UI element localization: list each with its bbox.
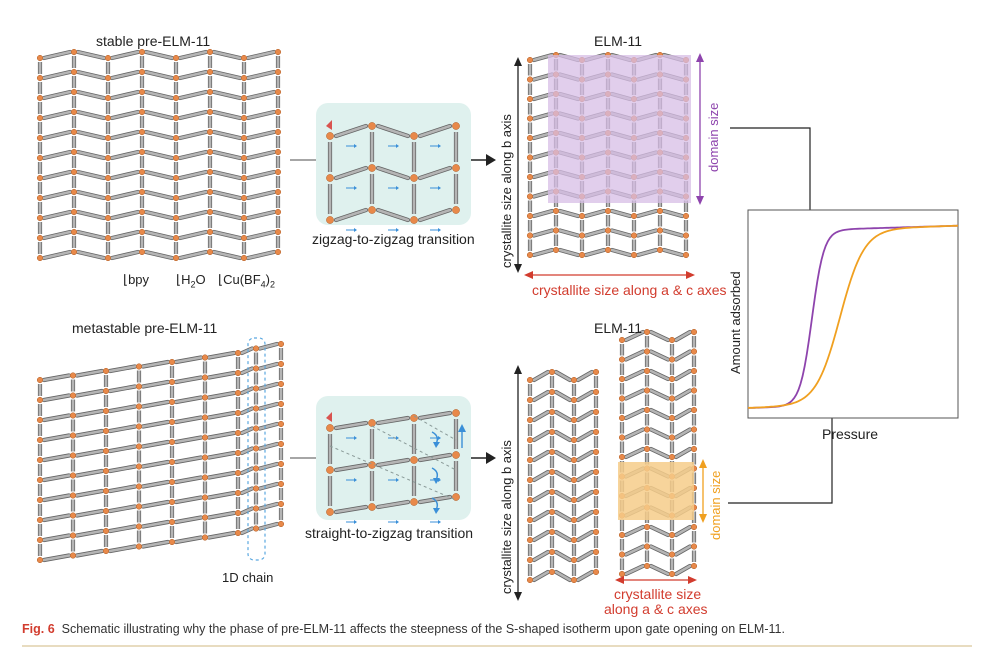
isotherm-xlabel: Pressure — [822, 426, 879, 442]
arrow-right-icon — [486, 452, 496, 464]
arrow-right-icon — [486, 154, 496, 166]
metastable-lattice — [36, 340, 285, 564]
metastable-title: metastable pre-ELM-11 — [72, 320, 218, 336]
stable-lattice — [36, 48, 282, 262]
isotherm-curve-orange — [747, 224, 959, 409]
b-axis-label-top: crystallite size along b axis — [499, 114, 514, 268]
caption-rule — [22, 645, 972, 647]
1d-chain-outline — [247, 337, 266, 561]
elm11-bottom-lattice — [526, 328, 698, 584]
transition-box-top — [316, 103, 471, 225]
transition-label-top: zigzag-to-zigzag transition — [312, 231, 475, 247]
ac-axis-label-bottom-2: along a & c axes — [604, 601, 708, 617]
1d-chain-label: 1D chain — [222, 570, 274, 585]
zigzag-transition-schematic — [326, 120, 460, 232]
water-label: ⌊H2O — [176, 272, 206, 290]
domain-size-label-top: domain size — [706, 103, 721, 172]
domain-size-label-bottom: domain size — [708, 471, 723, 540]
ac-axis-label-top: crystallite size along a & c axes — [532, 282, 727, 298]
isotherm-ylabel: Amount adsorbed — [728, 271, 743, 374]
domain-highlight-top — [548, 55, 691, 203]
elm11-top-title: ELM-11 — [594, 33, 642, 49]
bpy-label: ⌊bpy — [123, 272, 150, 287]
straight-transition-schematic — [326, 409, 466, 524]
copper-salt-label: ⌊Cu(BF4)2 — [218, 272, 276, 290]
b-axis-label-bottom: crystallite size along b axis — [499, 440, 514, 594]
domain-highlight-bottom — [618, 462, 694, 520]
elm11-bottom-title: ELM-11 — [594, 320, 642, 336]
stable-title: stable pre-ELM-11 — [96, 33, 211, 49]
isotherm-plot-frame — [747, 209, 959, 419]
figure-caption: Fig. 6 Schematic illustrating why the ph… — [22, 622, 785, 636]
transition-label-bottom: straight-to-zigzag transition — [305, 525, 474, 541]
ac-axis-label-bottom-1: crystallite size — [614, 586, 702, 602]
